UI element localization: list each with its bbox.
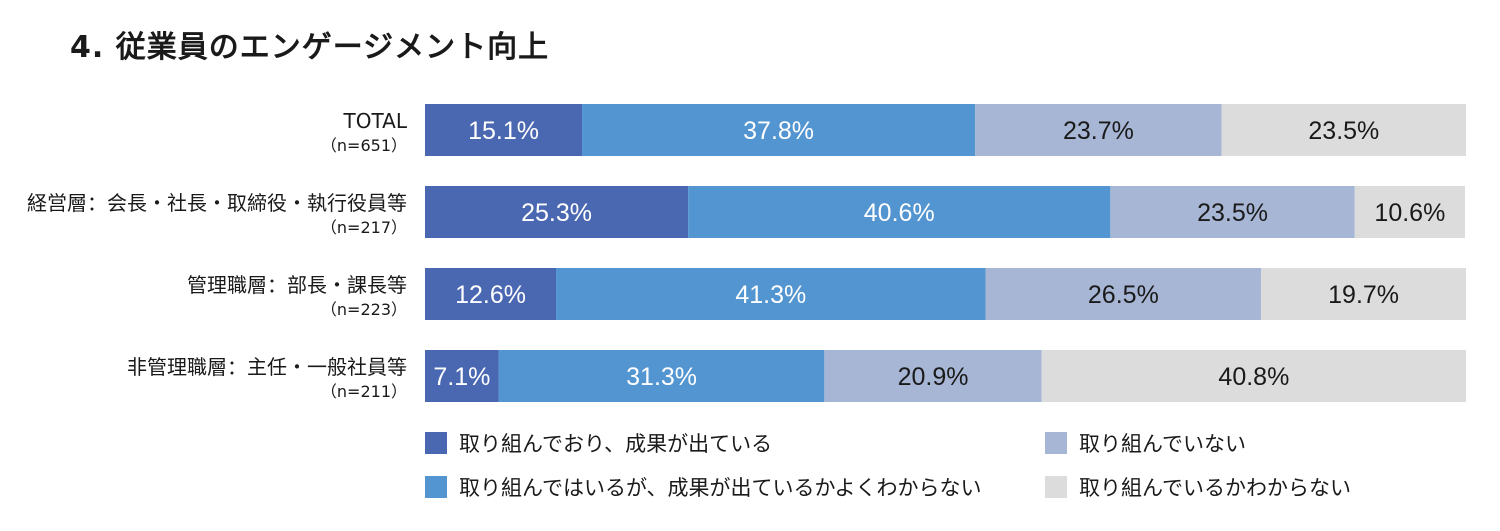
bar-segment [1354, 186, 1465, 238]
data-label: 41.3% [735, 281, 806, 309]
legend-label: 取り組んでおり、成果が出ている [459, 432, 773, 456]
data-label: 31.3% [626, 363, 697, 391]
bar-segment [1041, 350, 1467, 402]
data-label: 37.8% [743, 117, 814, 145]
category-n-label: （n=223） [321, 300, 407, 319]
category-n-label: （n=651） [321, 136, 407, 155]
data-label: 7.1% [433, 363, 490, 391]
bar-segment [975, 104, 1222, 156]
data-label: 40.8% [1218, 363, 1289, 391]
legend-swatch [425, 432, 447, 454]
category-label: TOTAL [343, 109, 408, 133]
data-label: 23.5% [1197, 199, 1268, 227]
legend-label: 取り組んでいない [1079, 432, 1246, 456]
data-label: 10.6% [1374, 199, 1445, 227]
data-label: 15.1% [468, 117, 539, 145]
category-n-label: （n=211） [321, 382, 407, 401]
data-label: 19.7% [1328, 281, 1399, 309]
category-label: 非管理職層：主任・一般社員等 [127, 355, 407, 379]
chart-title: 4. 従業員のエンゲージメント向上 [70, 30, 550, 65]
bar-segment [582, 104, 976, 156]
bar-segment [688, 186, 1111, 238]
legend-label: 取り組んではいるが、成果が出ているかよくわからない [459, 476, 982, 500]
bar-segment [1110, 186, 1355, 238]
data-label: 40.6% [864, 199, 935, 227]
legend: 取り組んでおり、成果が出ている 取り組んではいるが、成果が出ているかよくわからな… [425, 428, 1485, 508]
bar-segment [824, 350, 1042, 402]
data-label: 12.6% [455, 281, 526, 309]
stacked-bar-chart: TOTAL （n=651） 15.1% 37.8% 23.7% 23.5% 経営層：会長・社… [27, 104, 1467, 402]
legend-item: 取り組んでいるかわからない [1045, 472, 1351, 502]
bar-segment [498, 350, 825, 402]
data-label: 23.7% [1063, 117, 1134, 145]
category-label: 管理職層：部長・課長等 [187, 273, 407, 297]
bar-segment [425, 104, 583, 156]
bar-segment [425, 350, 499, 402]
data-label: 23.5% [1308, 117, 1379, 145]
bar-segment [425, 268, 557, 320]
bar-segment [1261, 268, 1467, 320]
category-label: 経営層：会長・社長・取締役・執行役員等 [27, 191, 407, 215]
category-n-label: （n=217） [321, 218, 407, 237]
legend-swatch [1045, 476, 1067, 498]
data-label: 25.3% [521, 199, 592, 227]
legend-item: 取り組んでおり、成果が出ている [425, 428, 772, 458]
bar-segment [556, 268, 986, 320]
bar-segment [425, 186, 689, 238]
legend-swatch [425, 476, 447, 498]
data-label: 26.5% [1088, 281, 1159, 309]
legend-swatch [1045, 432, 1067, 454]
legend-item: 取り組んでいない [1045, 428, 1246, 458]
data-label: 20.9% [898, 363, 969, 391]
legend-label: 取り組んでいるかわからない [1079, 476, 1351, 500]
legend-item: 取り組んではいるが、成果が出ているかよくわからない [425, 472, 981, 502]
bar-segment [1221, 104, 1467, 156]
bar-segment [985, 268, 1262, 320]
